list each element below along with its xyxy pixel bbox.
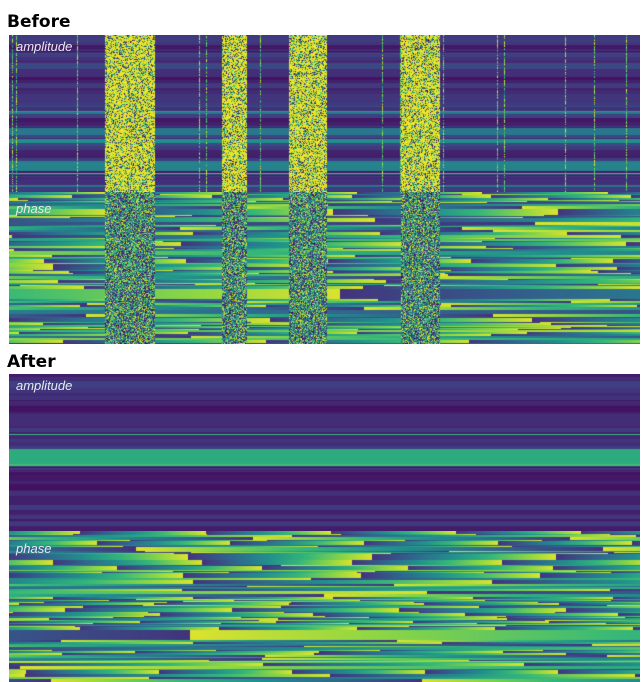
after-amplitude-heatmap — [9, 374, 640, 531]
before-amplitude-label: amplitude — [16, 39, 73, 54]
after-phase-label: phase — [16, 541, 52, 556]
after-amplitude-label: amplitude — [16, 378, 73, 393]
after-phase-heatmap — [9, 531, 640, 682]
before-phase-label: phase — [16, 201, 52, 216]
after-title: After — [7, 352, 56, 372]
before-phase-heatmap — [9, 192, 640, 344]
before-title: Before — [7, 12, 71, 32]
before-amplitude-heatmap — [9, 35, 640, 192]
